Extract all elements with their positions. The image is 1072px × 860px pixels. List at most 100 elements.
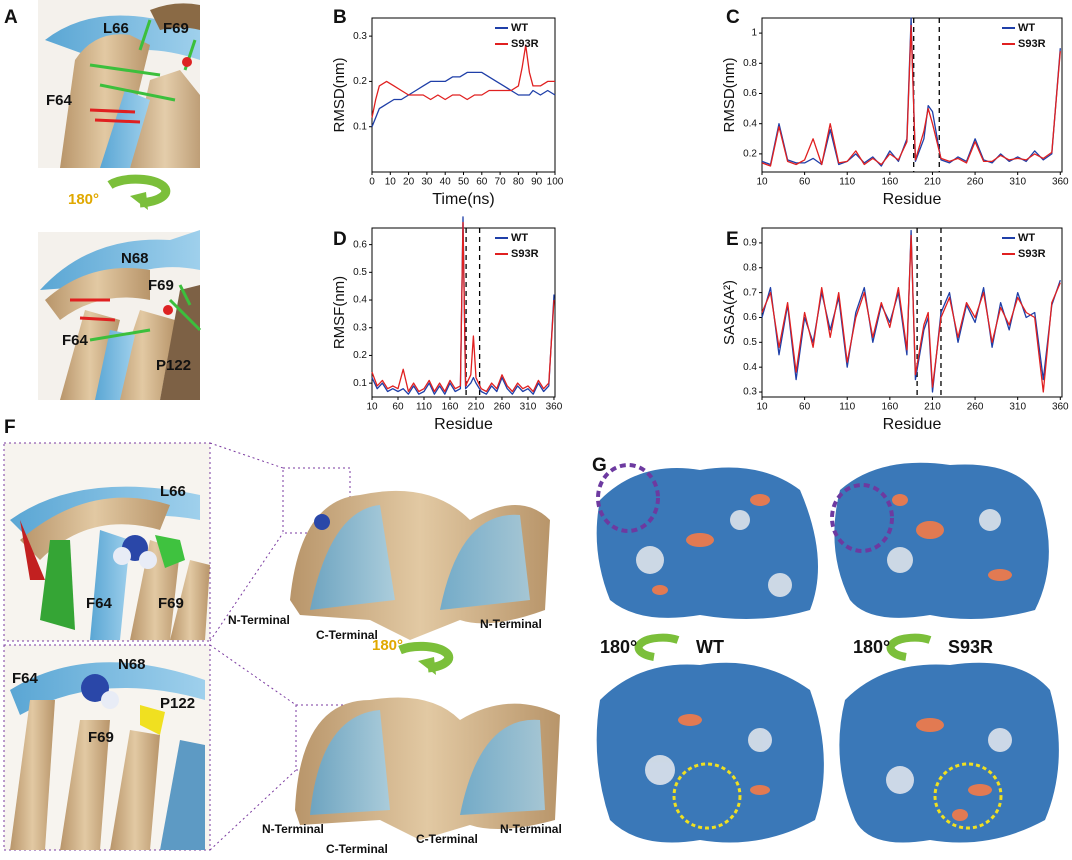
residue-label: F69 xyxy=(163,20,189,37)
x-tick-label: 210 xyxy=(468,402,485,413)
y-tick-label: 0.6 xyxy=(353,239,367,250)
y-axis-label: SASA(A²) xyxy=(721,280,738,345)
panel-label: D xyxy=(333,229,347,250)
y-tick-label: 0.2 xyxy=(353,350,367,361)
x-tick-label: 160 xyxy=(881,177,898,188)
zoom-connector xyxy=(209,644,297,851)
x-tick-label: 40 xyxy=(440,177,452,188)
x-tick-label: 90 xyxy=(531,177,543,188)
legend-label: S93R xyxy=(1018,248,1046,260)
legend-label: WT xyxy=(511,232,528,244)
residue-label: F64 xyxy=(86,595,113,612)
panel-f-zoom-bottom xyxy=(3,644,211,851)
x-axis-label: Residue xyxy=(883,191,942,208)
residue-label: F69 xyxy=(88,729,114,746)
plot-frame xyxy=(761,17,1063,173)
rotation-label: 180° xyxy=(372,637,403,654)
x-tick-label: 310 xyxy=(1009,402,1026,413)
x-tick-label: 70 xyxy=(495,177,507,188)
variant-label: WT xyxy=(696,637,724,657)
terminal-label: C-Terminal xyxy=(416,832,478,846)
y-tick-label: 0.8 xyxy=(743,58,757,69)
y-tick-label: 0.4 xyxy=(743,118,757,129)
y-axis-label: RMSD(nm) xyxy=(721,58,738,133)
x-tick-label: 100 xyxy=(547,177,564,188)
x-tick-label: 110 xyxy=(839,177,855,188)
panel-f-overview-top xyxy=(282,467,550,640)
y-tick-label: 0.1 xyxy=(353,378,367,389)
x-tick-label: 50 xyxy=(458,177,470,188)
terminal-label: C-Terminal xyxy=(326,842,388,856)
legend-label: S93R xyxy=(511,38,539,50)
data-line xyxy=(371,221,555,393)
rotation-arrow xyxy=(398,641,454,673)
legend-label: WT xyxy=(511,22,528,34)
panel-label: C xyxy=(726,7,740,28)
x-tick-label: 160 xyxy=(442,402,459,413)
terminal-label: N-Terminal xyxy=(500,822,562,836)
x-tick-label: 20 xyxy=(403,177,415,188)
panel-label: G xyxy=(592,455,607,476)
rotation-arrow xyxy=(634,633,680,661)
data-line xyxy=(761,234,1061,393)
x-tick-label: 0 xyxy=(369,177,375,188)
residue-label: F64 xyxy=(46,92,73,109)
y-tick-label: 0.4 xyxy=(743,362,757,373)
y-tick-label: 0.5 xyxy=(743,337,757,348)
x-tick-label: 160 xyxy=(881,402,898,413)
data-line xyxy=(761,24,1061,167)
x-tick-label: 30 xyxy=(421,177,433,188)
x-axis-label: Residue xyxy=(883,416,942,433)
zoom-connector xyxy=(209,442,284,642)
panel-label: A xyxy=(4,7,18,28)
residue-label: P122 xyxy=(156,357,191,374)
x-tick-label: 60 xyxy=(392,402,404,413)
panel-a-bottom-image xyxy=(38,230,202,400)
legend-label: WT xyxy=(1018,232,1035,244)
y-tick-label: 1 xyxy=(751,28,757,39)
x-tick-label: 260 xyxy=(494,402,511,413)
residue-label: L66 xyxy=(103,20,129,37)
y-tick-label: 0.3 xyxy=(743,387,757,398)
x-tick-label: 360 xyxy=(1052,177,1069,188)
rotation-label: 180° xyxy=(600,637,637,657)
panel-g-surfaces xyxy=(596,462,1059,843)
rotation-arrow xyxy=(886,633,932,661)
y-tick-label: 0.3 xyxy=(353,322,367,333)
y-tick-label: 0.6 xyxy=(743,312,757,323)
terminal-label: N-Terminal xyxy=(262,822,324,836)
x-tick-label: 60 xyxy=(799,402,811,413)
residue-label: N68 xyxy=(118,656,146,673)
y-tick-label: 0.4 xyxy=(353,295,367,306)
x-tick-label: 210 xyxy=(924,177,941,188)
data-line xyxy=(371,44,555,118)
panel-a-top-image xyxy=(38,0,200,169)
y-axis-label: RMSF(nm) xyxy=(331,276,348,349)
legend-label: S93R xyxy=(1018,38,1046,50)
rotation-label: 180° xyxy=(853,637,890,657)
x-tick-label: 210 xyxy=(924,402,941,413)
rotation-arrow xyxy=(107,174,171,208)
x-tick-label: 10 xyxy=(385,177,397,188)
residue-label: L66 xyxy=(160,483,186,500)
x-tick-label: 310 xyxy=(1009,177,1026,188)
y-tick-label: 0.1 xyxy=(353,121,367,132)
y-tick-label: 0.8 xyxy=(743,262,757,273)
panel-f-zoom-top xyxy=(3,442,211,642)
x-tick-label: 260 xyxy=(967,402,984,413)
legend-label: WT xyxy=(1018,22,1035,34)
x-tick-label: 110 xyxy=(416,402,432,413)
x-tick-label: 110 xyxy=(839,402,855,413)
x-axis-label: Time(ns) xyxy=(432,191,495,208)
x-tick-label: 260 xyxy=(967,177,984,188)
terminal-label: N-Terminal xyxy=(228,613,290,627)
x-axis-label: Residue xyxy=(434,416,493,433)
x-tick-label: 10 xyxy=(756,177,768,188)
rotation-arrow-head xyxy=(130,192,148,210)
residue-label: F69 xyxy=(148,277,174,294)
y-tick-label: 0.5 xyxy=(353,267,367,278)
x-tick-label: 80 xyxy=(513,177,525,188)
rotation-label: 180° xyxy=(68,191,99,208)
x-tick-label: 10 xyxy=(366,402,378,413)
